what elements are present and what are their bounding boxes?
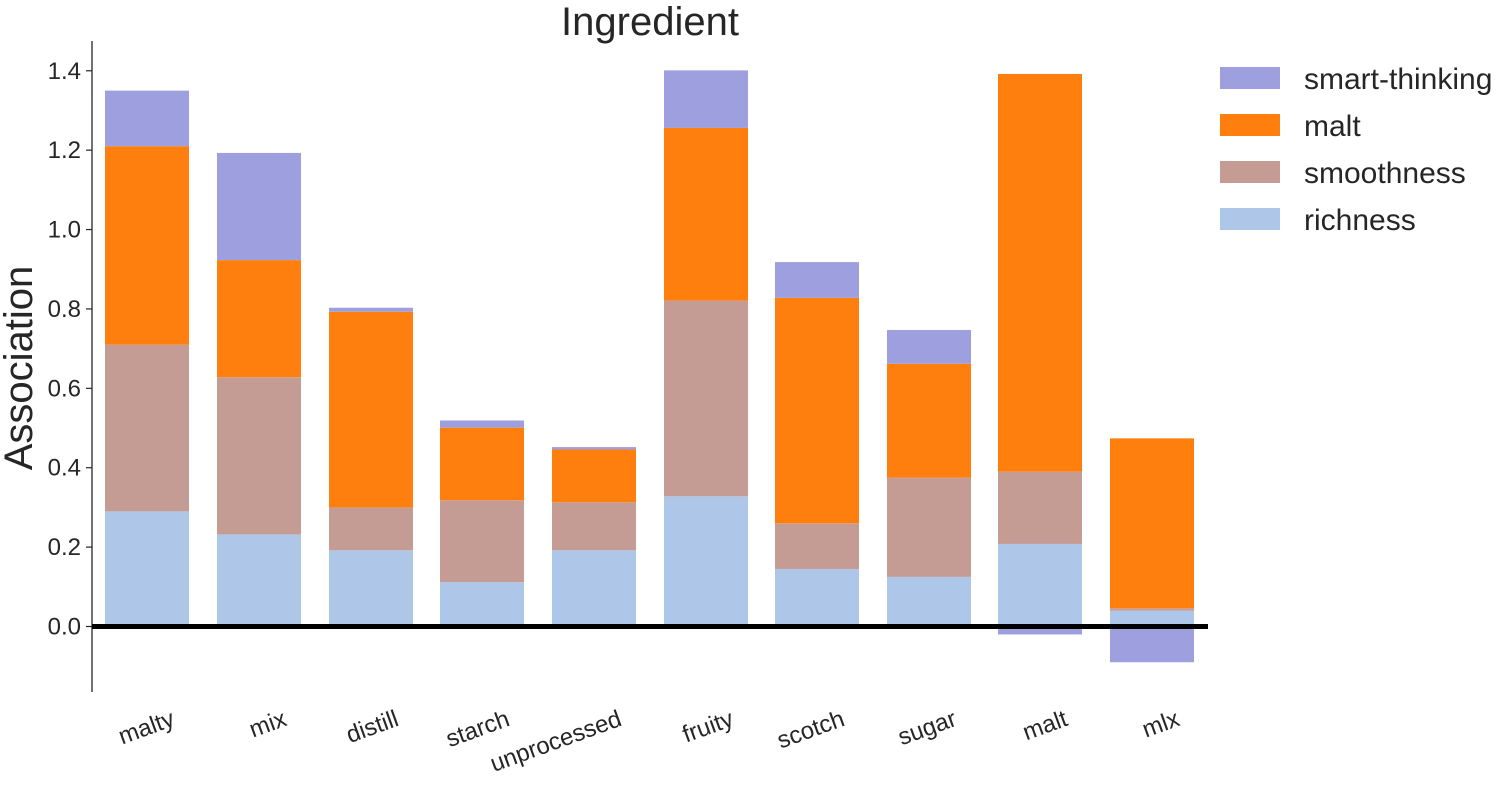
y-tick-label: 0.0 bbox=[48, 614, 81, 641]
bar-sugar-smart-thinking bbox=[887, 329, 971, 364]
x-tick-label-scotch: scotch bbox=[774, 705, 848, 754]
bar-fruity-malt bbox=[664, 127, 748, 301]
bar-mix-smart-thinking bbox=[217, 152, 301, 261]
legend-swatch-smart-thinking bbox=[1220, 67, 1280, 89]
bar-mlx-richness bbox=[1110, 610, 1194, 627]
bar-malty-smart-thinking bbox=[105, 90, 189, 147]
x-tick-label-mlx: mlx bbox=[1139, 705, 1183, 743]
bar-distill-smoothness bbox=[329, 507, 413, 551]
bar-starch-malt bbox=[440, 427, 524, 501]
bar-scotch-richness bbox=[775, 568, 859, 627]
bar-starch-richness bbox=[440, 582, 524, 627]
bar-mlx-smart-thinking bbox=[1110, 626, 1194, 663]
legend-label-smoothness: smoothness bbox=[1304, 157, 1466, 190]
bar-sugar-richness bbox=[887, 576, 971, 627]
bar-unprocessed-smart-thinking bbox=[552, 447, 636, 450]
y-ticks: 0.0 0.2 0.4 0.6 0.8 1.0 1.2 1.4 bbox=[48, 58, 92, 641]
y-tick-label: 1.2 bbox=[48, 137, 81, 164]
y-tick-label: 1.4 bbox=[48, 58, 81, 85]
y-tick-label: 0.4 bbox=[48, 455, 81, 482]
bar-starch-smart-thinking bbox=[440, 420, 524, 428]
bar-fruity-richness bbox=[664, 496, 748, 627]
legend-swatch-malt bbox=[1220, 114, 1280, 136]
legend-label-smart-thinking: smart-thinking bbox=[1304, 63, 1492, 96]
bar-mlx-malt bbox=[1110, 438, 1194, 609]
bar-distill-richness bbox=[329, 550, 413, 627]
bar-malt-richness bbox=[998, 543, 1082, 627]
x-tick-label-distill: distill bbox=[343, 705, 402, 749]
legend-swatch-smoothness bbox=[1220, 161, 1280, 183]
x-tick-label-mix: mix bbox=[246, 705, 290, 743]
x-tick-label-malty: malty bbox=[115, 705, 178, 750]
y-axis-label: Association bbox=[0, 266, 41, 471]
bar-sugar-malt bbox=[887, 363, 971, 478]
bar-fruity-smoothness bbox=[664, 300, 748, 497]
bar-malt-malt bbox=[998, 73, 1082, 472]
bar-mlx-smoothness bbox=[1110, 608, 1194, 611]
x-tick-label-fruity: fruity bbox=[679, 705, 737, 748]
bar-malty-smoothness bbox=[105, 344, 189, 512]
bar-fruity-smart-thinking bbox=[664, 70, 748, 128]
bar-mix-malt bbox=[217, 260, 301, 378]
legend-swatch-richness bbox=[1220, 208, 1280, 230]
x-tick-label-malt: malt bbox=[1019, 705, 1071, 746]
bar-malt-smart-thinking bbox=[998, 626, 1082, 635]
bars-layer bbox=[105, 70, 1194, 663]
bar-mix-richness bbox=[217, 534, 301, 627]
chart-title: Ingredient bbox=[561, 0, 739, 44]
y-tick-label: 0.6 bbox=[48, 375, 81, 402]
legend-label-richness: richness bbox=[1304, 204, 1416, 237]
y-tick-label: 1.0 bbox=[48, 217, 81, 244]
bar-malty-malt bbox=[105, 146, 189, 345]
bar-scotch-smart-thinking bbox=[775, 262, 859, 298]
bar-distill-malt bbox=[329, 311, 413, 508]
y-tick-label: 0.8 bbox=[48, 296, 81, 323]
legend: smart-thinking malt smoothness richness bbox=[1220, 63, 1492, 237]
bar-mix-smoothness bbox=[217, 377, 301, 535]
bar-unprocessed-richness bbox=[552, 550, 636, 627]
bar-sugar-smoothness bbox=[887, 477, 971, 577]
bar-malty-richness bbox=[105, 511, 189, 627]
bar-distill-smart-thinking bbox=[329, 307, 413, 312]
bar-scotch-malt bbox=[775, 297, 859, 524]
bar-starch-smoothness bbox=[440, 500, 524, 583]
bar-malt-smoothness bbox=[998, 471, 1082, 544]
bar-scotch-smoothness bbox=[775, 523, 859, 569]
x-tick-label-sugar: sugar bbox=[894, 705, 960, 751]
bar-unprocessed-smoothness bbox=[552, 502, 636, 551]
legend-label-malt: malt bbox=[1304, 110, 1361, 143]
y-tick-label: 0.2 bbox=[48, 534, 81, 561]
bar-unprocessed-malt bbox=[552, 449, 636, 503]
